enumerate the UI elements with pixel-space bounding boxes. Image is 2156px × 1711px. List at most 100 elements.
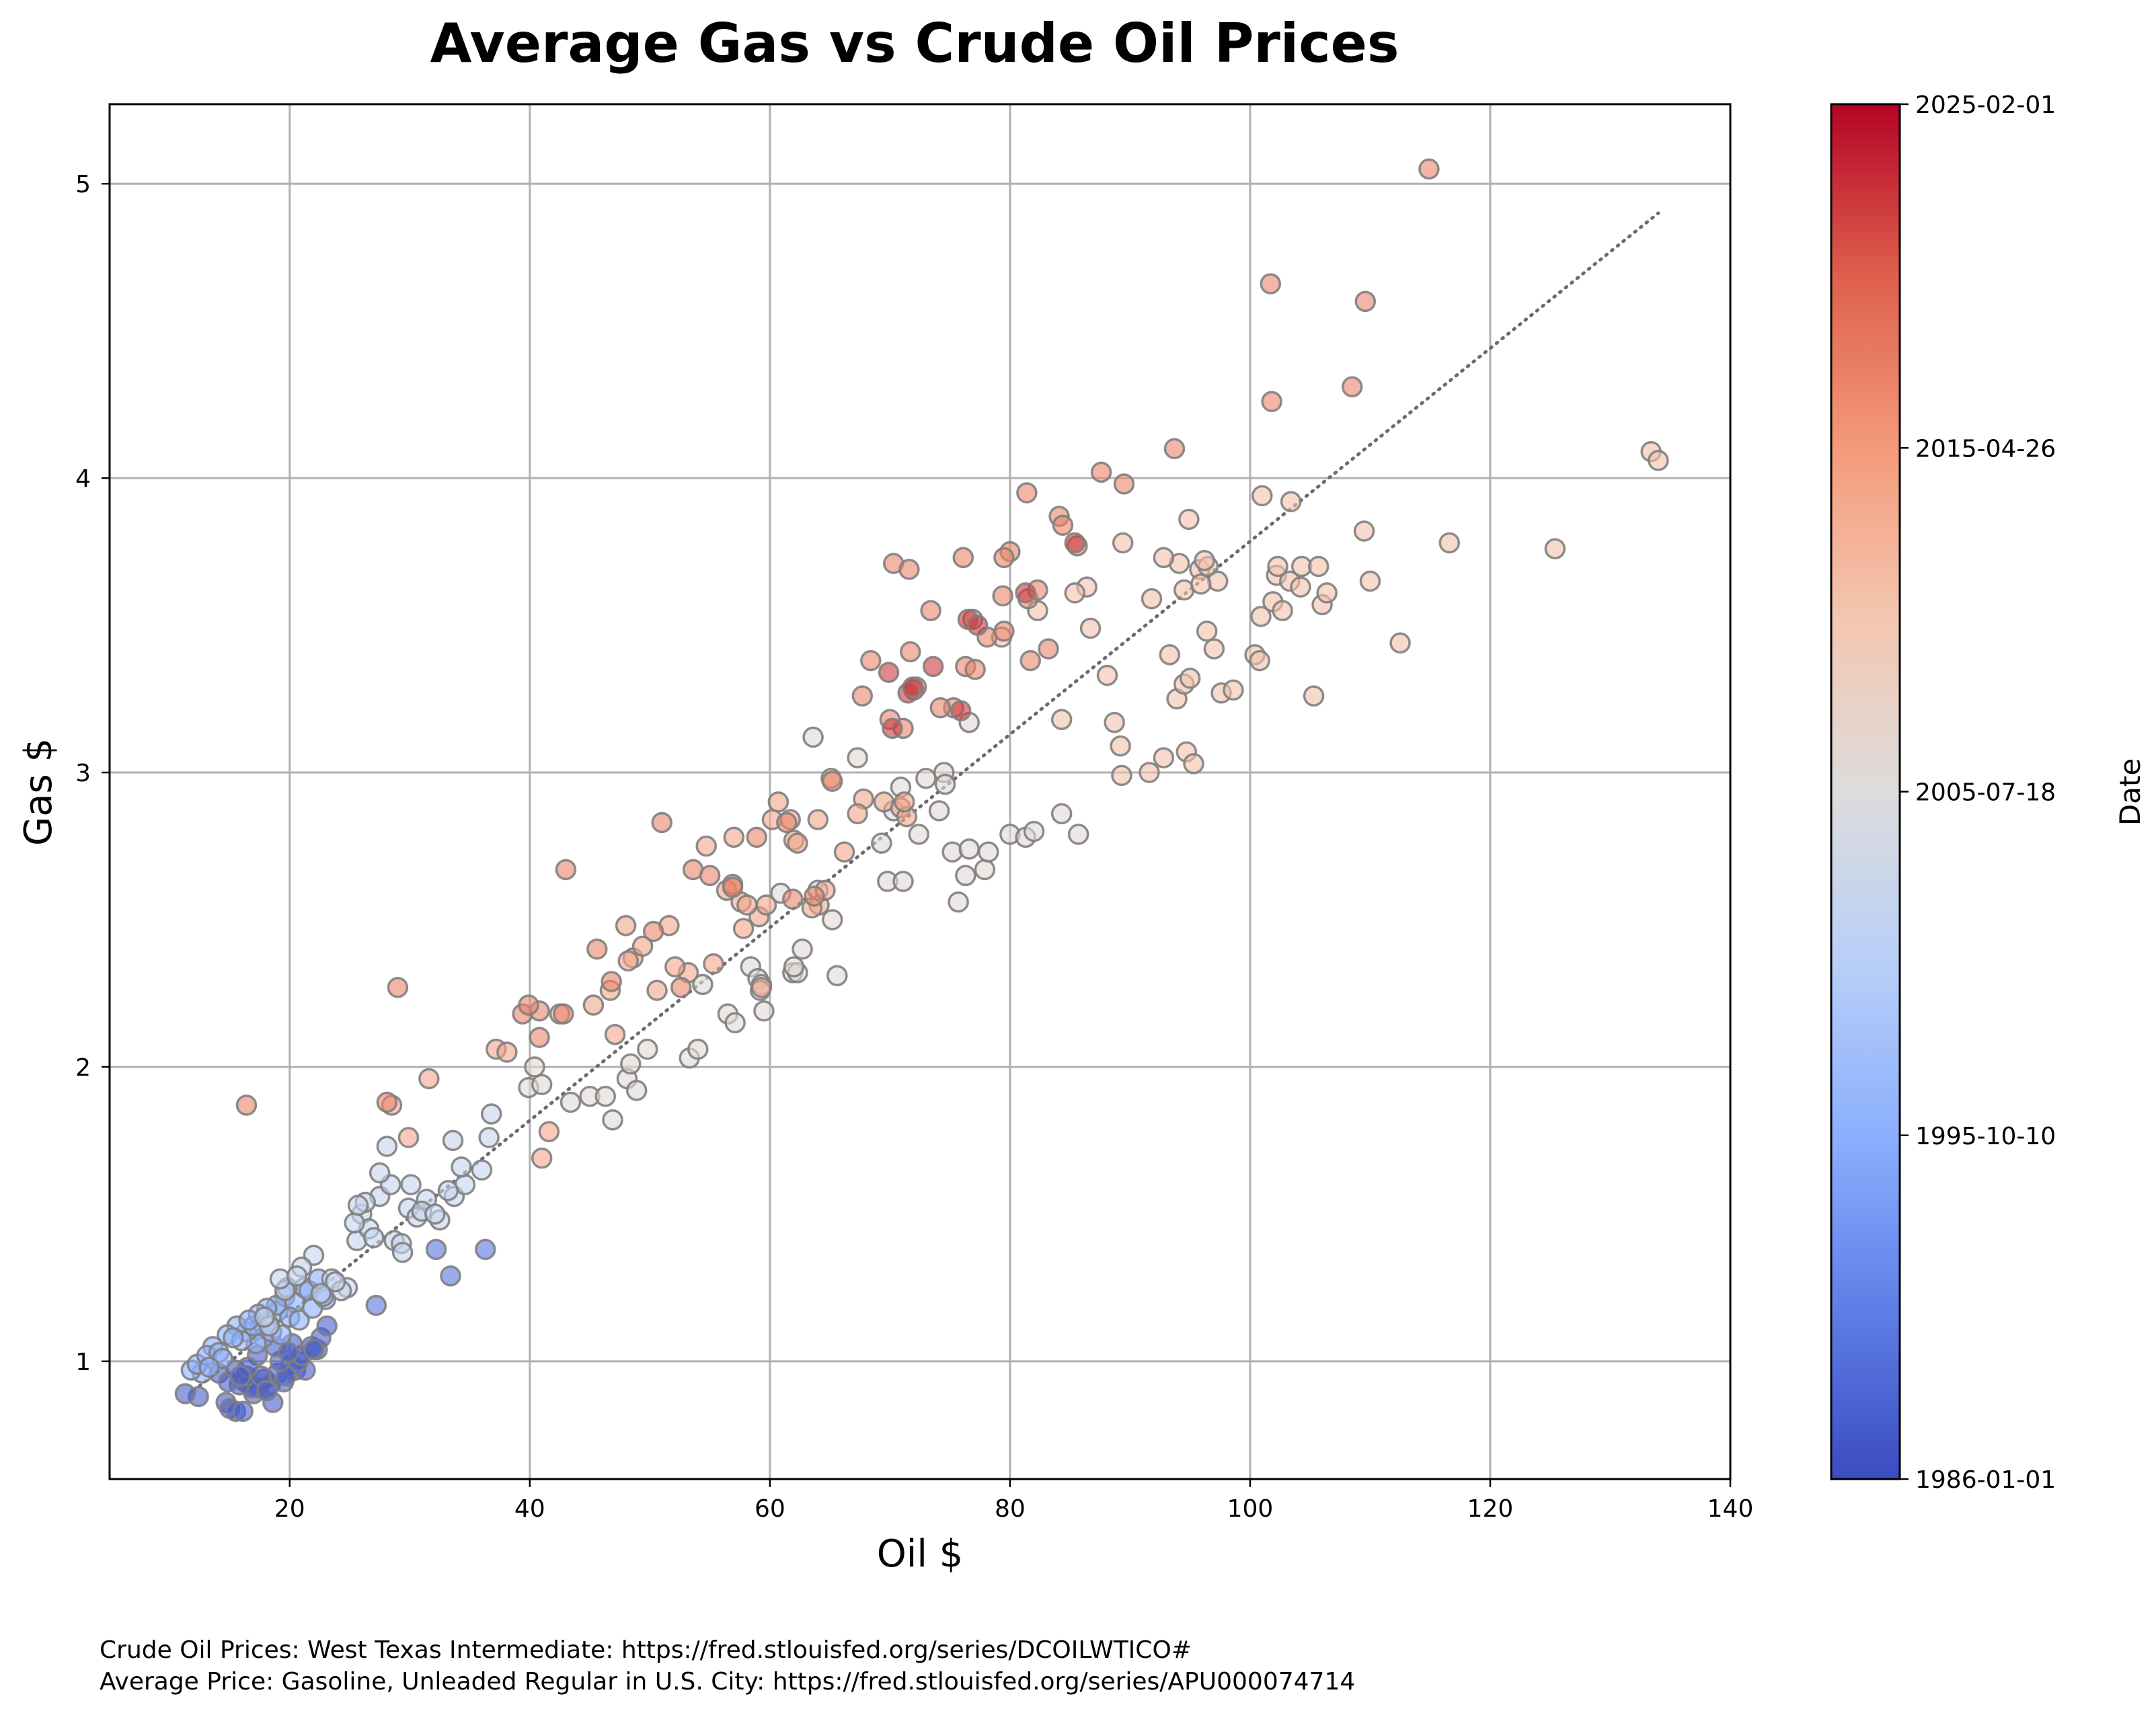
data-point bbox=[560, 1091, 582, 1113]
data-point bbox=[451, 1156, 472, 1178]
data-point bbox=[1110, 735, 1131, 757]
data-point bbox=[651, 811, 672, 834]
data-point bbox=[232, 1400, 254, 1423]
data-point bbox=[767, 791, 790, 813]
data-point bbox=[582, 994, 605, 1016]
data-point bbox=[783, 956, 805, 978]
data-point bbox=[993, 621, 1015, 642]
data-point bbox=[269, 1268, 291, 1289]
data-point bbox=[387, 976, 409, 998]
data-point bbox=[1190, 573, 1212, 595]
data-point bbox=[625, 1080, 648, 1101]
data-point bbox=[792, 939, 813, 960]
x-tick-label: 40 bbox=[514, 1495, 545, 1523]
y-tick-label: 3 bbox=[75, 760, 91, 787]
data-point bbox=[1113, 473, 1135, 495]
data-point bbox=[617, 950, 639, 972]
data-point bbox=[847, 747, 868, 768]
data-point bbox=[1178, 508, 1200, 530]
data-point bbox=[303, 1339, 325, 1361]
data-point bbox=[1179, 668, 1201, 689]
data-point bbox=[1354, 290, 1377, 313]
data-point bbox=[538, 1121, 560, 1143]
data-point bbox=[391, 1242, 414, 1263]
data-point bbox=[807, 809, 829, 830]
data-point bbox=[496, 1041, 518, 1063]
data-point bbox=[1139, 762, 1160, 783]
data-point bbox=[1112, 532, 1134, 554]
x-axis-label: Oil $ bbox=[877, 1532, 964, 1576]
data-point bbox=[899, 641, 921, 663]
colorbar-label: Date bbox=[2114, 758, 2147, 826]
data-point bbox=[966, 614, 989, 636]
data-point bbox=[950, 700, 972, 721]
data-point bbox=[594, 1085, 617, 1107]
data-point bbox=[1064, 532, 1086, 554]
data-point bbox=[1389, 632, 1411, 654]
data-point bbox=[480, 1103, 502, 1125]
chart-title: Average Gas vs Crude Oil Prices bbox=[430, 12, 1399, 75]
x-axis-ticks: 20 40 60 80 100 120 140 bbox=[274, 1479, 1753, 1523]
data-point bbox=[1159, 644, 1181, 666]
plot-frame bbox=[108, 103, 1732, 1480]
data-point bbox=[256, 1380, 278, 1402]
data-point bbox=[518, 994, 539, 1016]
data-point bbox=[692, 973, 714, 996]
data-point bbox=[782, 888, 804, 910]
data-point bbox=[941, 841, 963, 863]
data-point bbox=[418, 1068, 440, 1090]
data-point bbox=[288, 1309, 310, 1331]
data-point bbox=[955, 865, 976, 887]
data-point bbox=[878, 662, 900, 683]
data-point bbox=[833, 841, 855, 863]
data-point bbox=[1064, 582, 1086, 604]
data-point bbox=[229, 1365, 252, 1387]
data-point bbox=[1183, 753, 1204, 774]
data-point bbox=[993, 547, 1015, 569]
data-point bbox=[1223, 679, 1244, 701]
colorbar bbox=[1830, 103, 1901, 1480]
data-point bbox=[1153, 547, 1175, 569]
data-point bbox=[1260, 273, 1282, 294]
data-point bbox=[235, 1095, 258, 1116]
data-point bbox=[687, 1038, 709, 1060]
x-tick-label: 120 bbox=[1467, 1495, 1514, 1523]
data-point bbox=[787, 832, 808, 854]
data-point bbox=[847, 803, 868, 825]
data-point bbox=[347, 1195, 369, 1216]
data-point bbox=[223, 1327, 244, 1349]
data-point bbox=[920, 600, 941, 621]
data-point bbox=[703, 953, 724, 975]
data-point bbox=[1303, 685, 1325, 707]
data-point bbox=[1290, 576, 1311, 598]
colorbar-tick-label: 2005-07-18 bbox=[1915, 779, 2056, 807]
data-point bbox=[1206, 570, 1229, 592]
data-point bbox=[892, 871, 914, 892]
data-point bbox=[1079, 617, 1102, 639]
data-point bbox=[471, 1159, 493, 1181]
x-tick-label: 140 bbox=[1707, 1495, 1754, 1523]
y-tick-label: 2 bbox=[75, 1054, 91, 1082]
data-point bbox=[555, 859, 577, 881]
data-point bbox=[699, 865, 721, 887]
data-point bbox=[1261, 391, 1282, 413]
data-point bbox=[978, 841, 999, 863]
data-point bbox=[478, 1127, 500, 1148]
data-point bbox=[529, 1027, 550, 1048]
data-point bbox=[1196, 621, 1218, 642]
data-point bbox=[1418, 158, 1440, 180]
colorbar-tick-label: 1995-10-10 bbox=[1915, 1123, 2056, 1150]
data-point bbox=[310, 1283, 332, 1304]
data-point bbox=[524, 1056, 545, 1078]
y-tick-label: 4 bbox=[75, 465, 91, 493]
data-point bbox=[442, 1129, 464, 1152]
data-point bbox=[1015, 582, 1036, 604]
data-point bbox=[974, 859, 996, 881]
data-point bbox=[1153, 747, 1175, 768]
data-point bbox=[1023, 820, 1045, 842]
data-point bbox=[1067, 824, 1089, 845]
x-tick-label: 100 bbox=[1227, 1495, 1274, 1523]
data-point bbox=[1050, 709, 1073, 730]
data-point bbox=[637, 1038, 658, 1060]
data-point bbox=[1203, 638, 1225, 660]
